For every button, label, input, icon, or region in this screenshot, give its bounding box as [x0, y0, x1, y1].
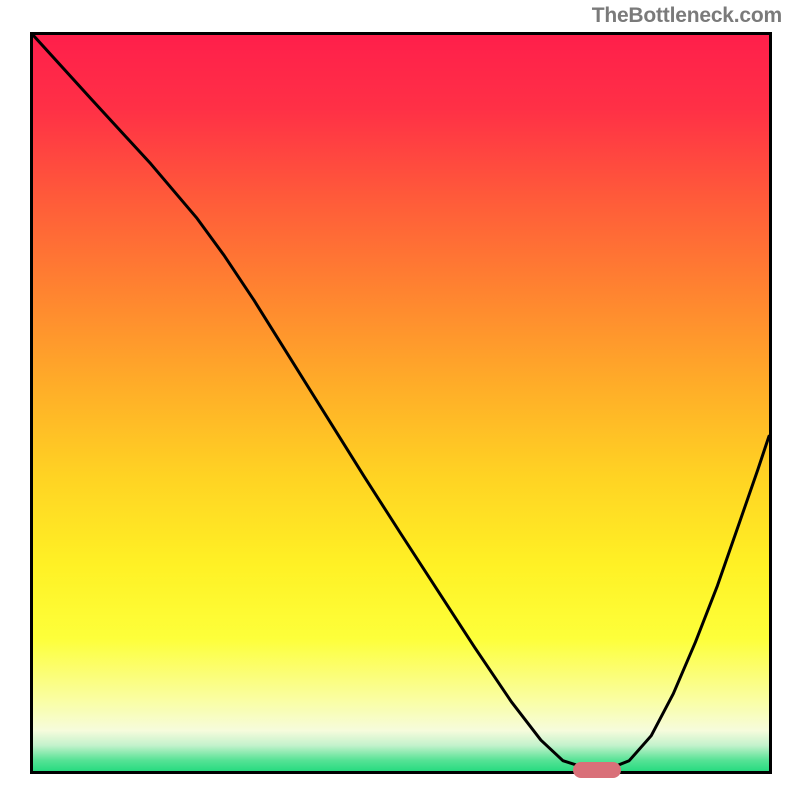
watermark-text: TheBottleneck.com: [592, 4, 782, 28]
chart-container: TheBottleneck.com: [0, 0, 800, 800]
gradient-background: [33, 35, 769, 771]
minimum-marker: [573, 762, 621, 778]
plot-area: [30, 32, 772, 774]
